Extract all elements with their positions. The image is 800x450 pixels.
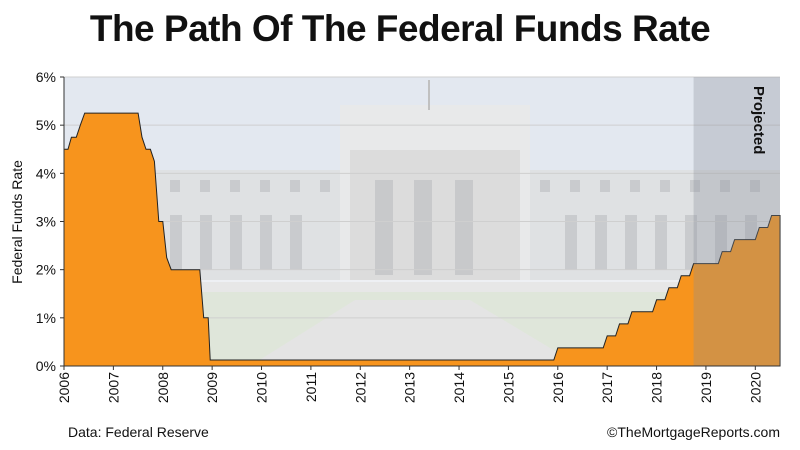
x-tick-label: 2011 bbox=[303, 372, 319, 402]
x-tick-labels: 2006 2007 2008 2009 2010 2011 2012 2013 2014 2015… bbox=[56, 372, 763, 403]
y-axis-label: Federal Funds Rate bbox=[9, 160, 25, 284]
y-tick-label: 5% bbox=[36, 117, 56, 133]
projected-shade bbox=[693, 77, 780, 366]
projected-label: Projected bbox=[750, 86, 767, 154]
copyright-note: ©TheMortgageReports.com bbox=[607, 424, 780, 440]
x-tick-label: 2014 bbox=[451, 372, 467, 403]
x-tick-label: 2009 bbox=[204, 372, 220, 403]
x-tick-label: 2017 bbox=[599, 372, 615, 403]
y-tick-label: 3% bbox=[36, 214, 56, 230]
x-tick-label: 2015 bbox=[500, 372, 516, 403]
x-tick-label: 2013 bbox=[402, 372, 418, 403]
x-tick-label: 2020 bbox=[747, 372, 763, 403]
projected-shade-rect bbox=[693, 77, 780, 366]
x-tick-label: 2010 bbox=[254, 372, 270, 403]
y-tick-label: 6% bbox=[36, 69, 56, 85]
y-tick-label: 1% bbox=[36, 310, 56, 326]
x-tick-label: 2008 bbox=[155, 372, 171, 403]
x-tick-label: 2016 bbox=[550, 372, 566, 403]
y-tick-labels: 0% 1% 2% 3% 4% 5% 6% bbox=[36, 69, 56, 374]
y-tick-label: 0% bbox=[36, 358, 56, 374]
rate-area-path bbox=[63, 112, 781, 367]
chart-title: The Path Of The Federal Funds Rate bbox=[89, 8, 711, 49]
axes bbox=[60, 76, 780, 370]
x-tick-label: 2012 bbox=[352, 372, 368, 403]
x-tick-label: 2018 bbox=[649, 372, 665, 403]
source-note: Data: Federal Reserve bbox=[68, 424, 209, 440]
y-tick-label: 4% bbox=[36, 165, 56, 181]
rate-area bbox=[63, 112, 781, 367]
x-tick-label: 2019 bbox=[698, 372, 714, 403]
x-tick-label: 2006 bbox=[56, 372, 72, 403]
x-tick-label: 2007 bbox=[105, 372, 121, 403]
y-tick-label: 2% bbox=[36, 262, 56, 278]
